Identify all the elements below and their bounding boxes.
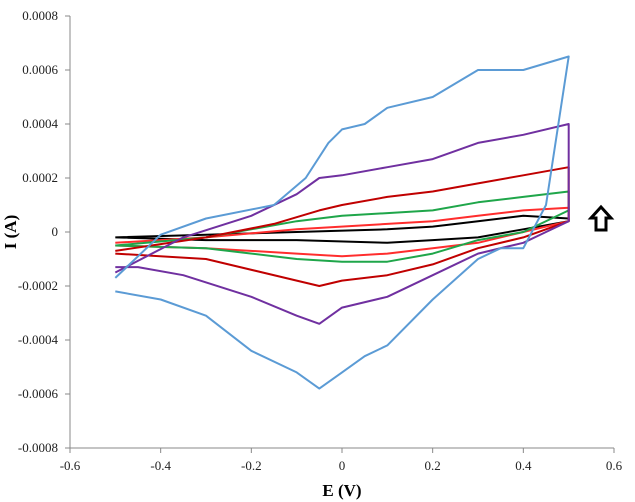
y-tick-label: -0.0008 <box>18 440 58 455</box>
y-tick-label: -0.0006 <box>18 386 59 401</box>
cv-curve-6 <box>114 55 570 390</box>
y-tick-label: -0.0004 <box>18 332 59 347</box>
y-tick-label: -0.0002 <box>18 278 58 293</box>
x-tick-label: 0 <box>339 458 346 473</box>
y-tick-label: 0.0006 <box>22 62 58 77</box>
y-tick-labels: 0.0008 0.0006 0.0004 0.0002 0 -0.0002 -0.0004 -… <box>18 8 70 455</box>
x-tick-label: -0.2 <box>241 458 262 473</box>
x-tick-label: 0.2 <box>425 458 441 473</box>
x-tick-label: -0.6 <box>60 458 81 473</box>
y-tick-label: 0.0002 <box>22 170 58 185</box>
y-tick-label: 0.0008 <box>22 8 58 23</box>
up-arrow-shape <box>587 204 615 232</box>
x-tick-labels: -0.6 -0.4 -0.2 0 0.2 0.4 0.6 <box>60 448 623 473</box>
x-tick-label: 0.4 <box>515 458 532 473</box>
y-tick-label: 0 <box>52 224 59 239</box>
x-axis-label: E (V) <box>322 481 361 500</box>
y-tick-label: 0.0004 <box>22 116 58 131</box>
y-axis-label: I (A) <box>1 215 20 249</box>
series-layer <box>114 55 570 390</box>
x-tick-label: -0.4 <box>150 458 171 473</box>
cv-curve-5 <box>114 123 570 325</box>
up-arrow-icon <box>587 204 615 232</box>
x-tick-label: 0.6 <box>606 458 623 473</box>
